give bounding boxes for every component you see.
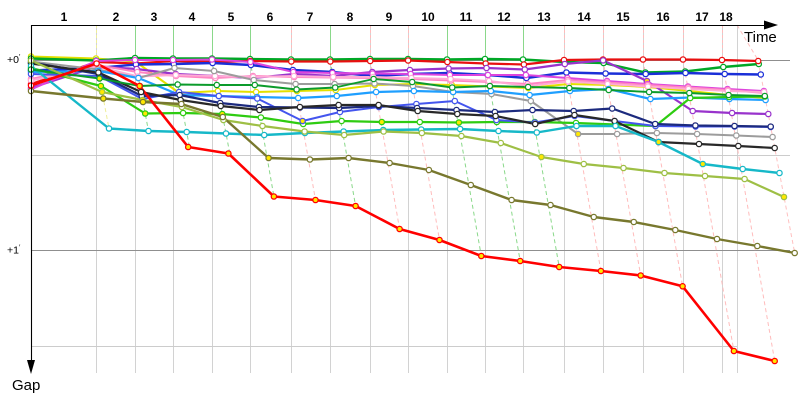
svg-text:5: 5 bbox=[228, 10, 235, 24]
svg-text:3: 3 bbox=[151, 10, 158, 24]
svg-text:10: 10 bbox=[421, 10, 435, 24]
svg-text:9: 9 bbox=[386, 10, 393, 24]
svg-text:18: 18 bbox=[719, 10, 733, 24]
svg-text:+0′: +0′ bbox=[7, 54, 21, 66]
svg-text:16: 16 bbox=[656, 10, 670, 24]
svg-text:4: 4 bbox=[189, 10, 196, 24]
svg-text:15: 15 bbox=[616, 10, 630, 24]
svg-text:Gap: Gap bbox=[12, 377, 40, 394]
svg-text:+1′: +1′ bbox=[7, 245, 21, 257]
svg-text:Time: Time bbox=[744, 29, 777, 46]
svg-text:2: 2 bbox=[113, 10, 120, 24]
svg-text:13: 13 bbox=[537, 10, 551, 24]
svg-text:1: 1 bbox=[61, 10, 68, 24]
svg-text:7: 7 bbox=[307, 10, 314, 24]
svg-text:17: 17 bbox=[695, 10, 709, 24]
svg-text:11: 11 bbox=[460, 10, 473, 24]
svg-text:6: 6 bbox=[267, 10, 274, 24]
svg-text:14: 14 bbox=[577, 10, 591, 24]
svg-text:8: 8 bbox=[347, 10, 354, 24]
svg-text:12: 12 bbox=[497, 10, 511, 24]
